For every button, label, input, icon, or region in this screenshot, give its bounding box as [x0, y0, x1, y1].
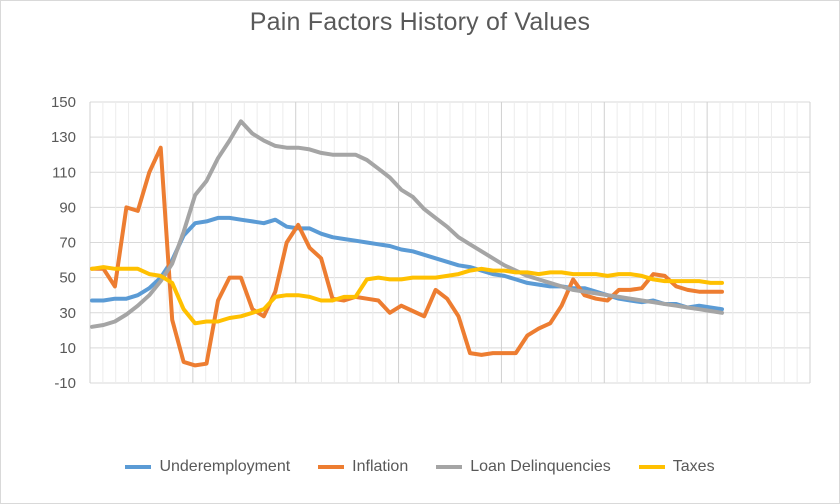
y-tick-label: 50 [59, 270, 76, 287]
y-tick-label: 90 [59, 199, 76, 216]
series-line-loan-delinquencies [90, 119, 724, 329]
legend-swatch [125, 465, 152, 469]
legend-item-inflation: Inflation [318, 458, 408, 476]
y-tick-label: 70 [59, 235, 76, 252]
series-layer [90, 119, 724, 368]
grid [89, 101, 811, 384]
legend-label: Loan Delinquencies [470, 458, 611, 475]
series-line-underemployment [90, 215, 724, 312]
y-tick-label: 150 [51, 94, 76, 111]
legend-label: Inflation [352, 458, 409, 475]
legend-item-loan-delinquencies: Loan Delinquencies [436, 458, 611, 476]
legend-item-underemployment: Underemployment [125, 458, 290, 476]
y-tick-label: 30 [59, 305, 76, 322]
legend-label: Taxes [672, 458, 715, 475]
y-tick-label: 110 [52, 164, 76, 181]
chart-title: Pain Factors History of Values [249, 8, 591, 36]
legend: Underemployment Inflation Loan Delinquenci… [0, 458, 840, 476]
legend-swatch [318, 465, 345, 469]
legend-swatch [638, 465, 665, 469]
y-tick-label: -10 [54, 375, 76, 392]
legend-label: Underemployment [159, 458, 291, 475]
series-line-inflation [90, 145, 724, 368]
y-axis: -10 10 30 50 70 90 110 130 150 [51, 94, 76, 392]
legend-item-taxes: Taxes [638, 458, 715, 476]
y-tick-label: 130 [51, 129, 76, 146]
legend-swatch [436, 465, 463, 469]
y-tick-label: 10 [59, 340, 76, 357]
series-line-taxes [90, 265, 724, 326]
